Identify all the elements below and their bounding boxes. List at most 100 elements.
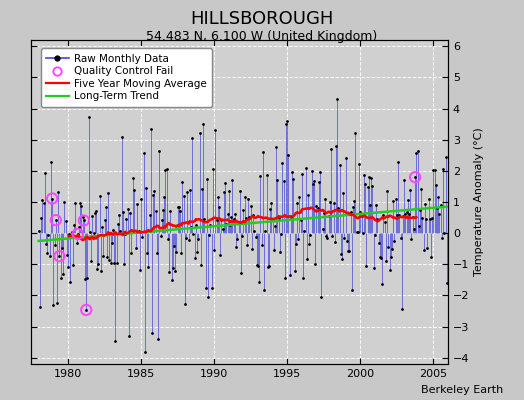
Point (342, 155, 350, 161)
Point (68, 229, 76, 236)
Point (319, 226, 327, 232)
Point (344, 248, 352, 254)
Point (238, 232, 246, 239)
Point (82, 307, 91, 313)
Point (233, 236, 242, 242)
Point (323, 235, 332, 241)
Point (270, 247, 278, 254)
Point (48, 195, 57, 202)
Point (368, 183, 377, 190)
Point (128, 175, 137, 182)
Point (350, 197, 358, 204)
Point (131, 228, 139, 234)
Point (196, 262, 205, 268)
Point (120, 260, 128, 267)
Point (150, 188, 159, 194)
Point (235, 188, 244, 194)
Text: Berkeley Earth: Berkeley Earth (421, 385, 503, 395)
Point (384, 243, 392, 250)
Point (92, 208, 100, 214)
Point (309, 180, 317, 187)
Point (264, 264, 272, 271)
Point (357, 212, 366, 219)
Point (316, 169, 324, 176)
Point (42, 241, 50, 248)
Point (327, 146, 335, 152)
Point (36, 304, 44, 310)
Point (340, 235, 348, 241)
Point (94, 261, 103, 267)
Point (287, 214, 295, 220)
Point (198, 186, 206, 192)
Point (136, 266, 144, 273)
Point (159, 206, 167, 213)
Point (212, 216, 221, 223)
Point (96, 268, 105, 274)
Point (215, 203, 223, 210)
Point (194, 236, 202, 242)
Point (320, 210, 328, 216)
Point (378, 280, 386, 287)
Point (38, 196, 47, 203)
Point (62, 251, 71, 258)
Point (138, 233, 147, 240)
Point (37, 215, 46, 222)
Point (290, 268, 299, 274)
Point (99, 253, 107, 260)
Point (272, 144, 280, 151)
Point (387, 254, 395, 260)
Point (73, 231, 82, 237)
Point (283, 118, 291, 124)
Point (190, 255, 199, 261)
Point (163, 236, 172, 242)
Point (208, 284, 216, 291)
Legend: Raw Monthly Data, Quality Control Fail, Five Year Moving Average, Long-Term Tren: Raw Monthly Data, Quality Control Fail, … (41, 48, 212, 107)
Y-axis label: Temperature Anomaly (°C): Temperature Anomaly (°C) (474, 128, 484, 276)
Point (268, 216, 277, 223)
Point (289, 176, 298, 182)
Point (278, 160, 287, 166)
Point (317, 294, 325, 300)
Point (407, 236, 416, 243)
Point (436, 202, 445, 208)
Point (210, 247, 219, 253)
Point (428, 215, 436, 221)
Point (205, 232, 213, 238)
Point (86, 229, 94, 235)
Point (161, 167, 170, 174)
Point (377, 255, 385, 262)
Point (193, 248, 201, 255)
Point (302, 256, 311, 262)
Point (305, 240, 313, 247)
Point (121, 231, 129, 237)
Point (425, 216, 434, 222)
Point (376, 254, 384, 260)
Point (140, 348, 149, 355)
Point (440, 230, 449, 237)
Point (133, 200, 141, 207)
Point (149, 192, 157, 198)
Point (187, 224, 195, 230)
Text: HILLSBOROUGH: HILLSBOROUGH (190, 10, 334, 28)
Point (311, 261, 320, 267)
Point (335, 162, 344, 168)
Point (394, 159, 402, 165)
Point (113, 260, 121, 266)
Point (295, 194, 303, 200)
Point (105, 257, 114, 264)
Point (430, 167, 439, 173)
Point (39, 200, 48, 206)
Point (293, 199, 301, 206)
Point (65, 230, 73, 237)
Point (266, 206, 275, 212)
Point (178, 179, 187, 185)
Point (438, 235, 446, 241)
Point (47, 159, 55, 165)
Point (50, 241, 59, 248)
Point (421, 201, 429, 207)
Point (414, 223, 423, 229)
Point (399, 213, 407, 219)
Point (80, 217, 88, 224)
Point (257, 242, 266, 248)
Point (91, 210, 99, 216)
